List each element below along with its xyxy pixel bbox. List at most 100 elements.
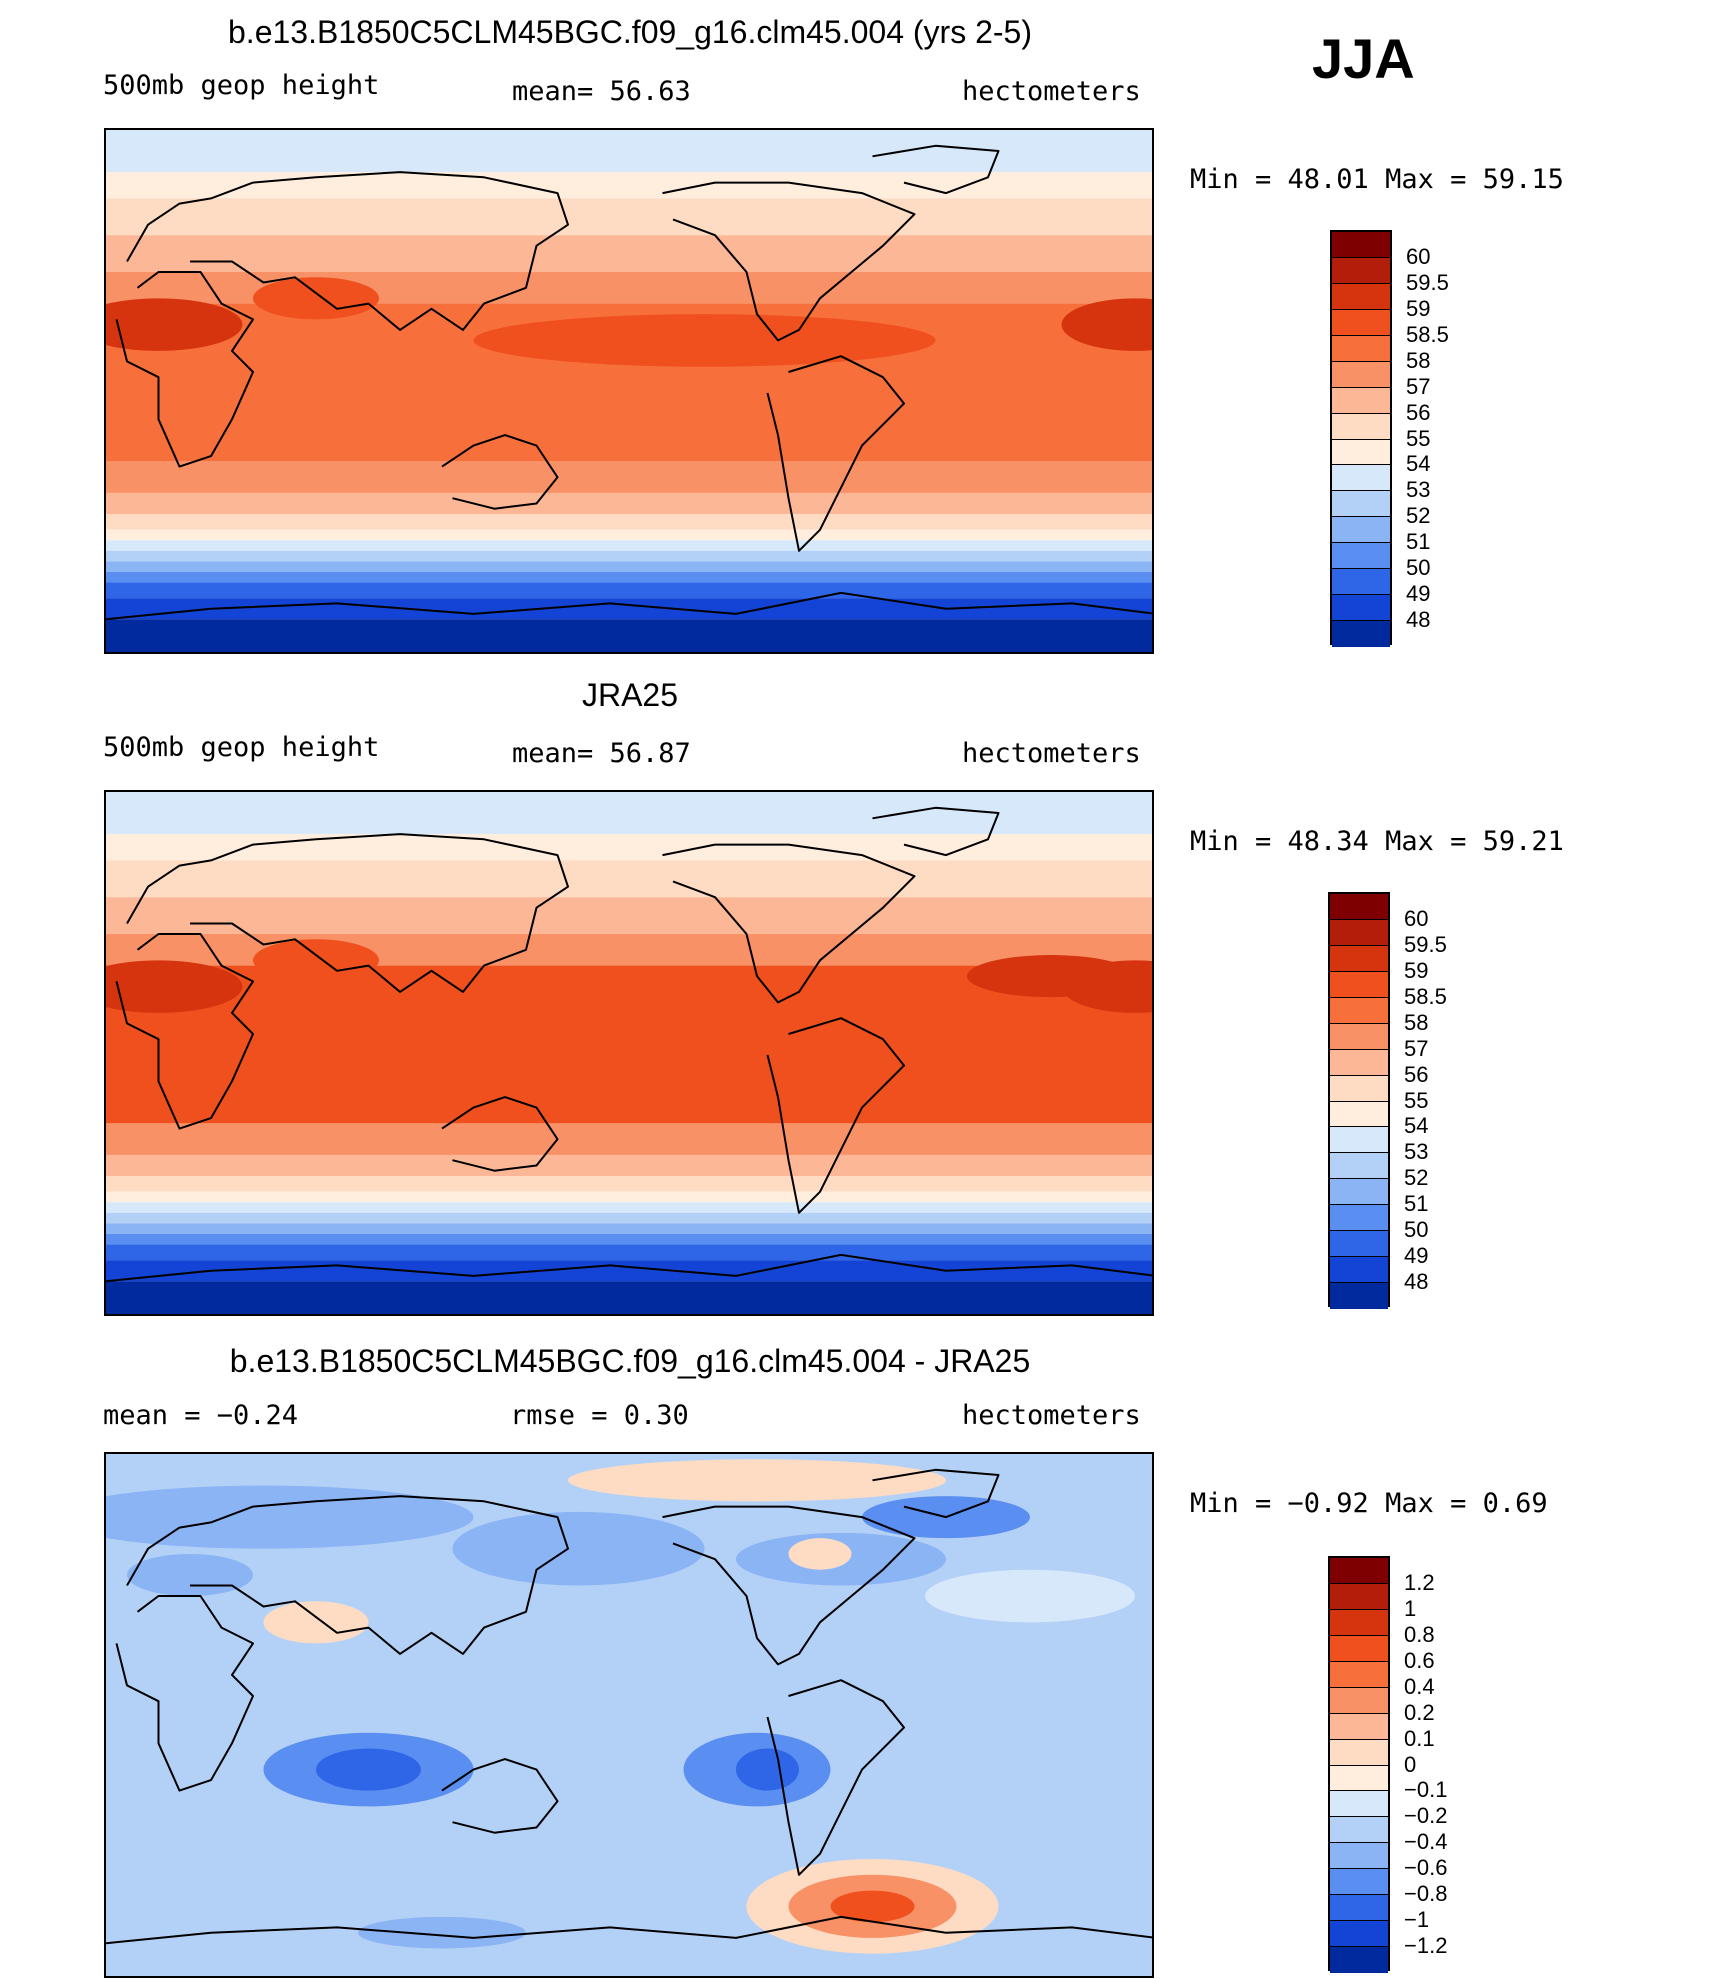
contour-band bbox=[106, 492, 1152, 514]
contour-band bbox=[106, 860, 1152, 898]
panel-obs-map bbox=[104, 790, 1154, 1316]
subtropical-high bbox=[106, 960, 243, 1013]
contour-band bbox=[106, 198, 1152, 236]
contour-patch bbox=[316, 1748, 421, 1791]
colorbar-swatch bbox=[1330, 1921, 1388, 1948]
subtropical-high bbox=[253, 939, 379, 982]
colorbar-level-label: 54 bbox=[1406, 451, 1431, 477]
colorbar-level-label: 58.5 bbox=[1406, 321, 1449, 347]
contour-band bbox=[106, 1154, 1152, 1176]
panel-obs-title: JRA25 bbox=[581, 677, 679, 713]
coastline bbox=[766, 1017, 905, 1214]
coastline bbox=[766, 355, 905, 552]
panel-diff-title: b.e13.B1850C5CLM45BGC.f09_g16.clm45.004 … bbox=[229, 1343, 1031, 1379]
colorbar-level-label: 50 bbox=[1404, 1217, 1429, 1243]
contour-band bbox=[106, 1191, 1152, 1203]
colorbar-swatch bbox=[1330, 1713, 1388, 1740]
colorbar-swatch bbox=[1330, 1661, 1388, 1688]
colorbar-level-label: 59.5 bbox=[1404, 931, 1447, 957]
colorbar-level-label: −0.1 bbox=[1404, 1777, 1448, 1803]
colorbar-swatch bbox=[1330, 1635, 1388, 1662]
coastline bbox=[872, 806, 1000, 857]
coastline bbox=[126, 833, 569, 993]
coastline bbox=[872, 144, 1000, 195]
coastline bbox=[766, 1679, 905, 1876]
contour-band bbox=[106, 792, 1152, 835]
contour-band bbox=[106, 897, 1152, 935]
panel-model-field bbox=[106, 130, 1152, 652]
colorbar-level-label: 58.5 bbox=[1404, 983, 1447, 1009]
colorbar-level-label: 60 bbox=[1404, 905, 1429, 931]
colorbar-swatch bbox=[1330, 1739, 1388, 1766]
colorbar-level-label: −0.4 bbox=[1404, 1829, 1448, 1855]
contour-band bbox=[106, 130, 1152, 173]
colorbar-level-label: 58 bbox=[1404, 1009, 1429, 1035]
panel-obs-colorbar bbox=[1328, 892, 1390, 1309]
contour-band bbox=[106, 1223, 1152, 1234]
colorbar-swatch bbox=[1332, 621, 1390, 647]
coastline bbox=[126, 171, 569, 331]
colorbar-swatch bbox=[1330, 945, 1388, 972]
contour-band bbox=[106, 582, 1152, 599]
coastline bbox=[662, 1505, 916, 1666]
colorbar-level-label: −1.2 bbox=[1404, 1933, 1448, 1959]
colorbar-level-label: 49 bbox=[1406, 581, 1431, 607]
contour-patch bbox=[358, 1916, 526, 1949]
contour-patch bbox=[788, 1538, 852, 1570]
colorbar-level-label: 54 bbox=[1404, 1113, 1429, 1139]
contour-band bbox=[106, 598, 1152, 620]
colorbar-swatch bbox=[1330, 1765, 1388, 1792]
panel-diff-units-label: hectometers bbox=[962, 1400, 1141, 1431]
coastline bbox=[115, 271, 254, 468]
contour-patch bbox=[263, 1601, 369, 1644]
panel-diff-mean-label: mean = −0.24 bbox=[103, 1400, 299, 1431]
panel-diff-map bbox=[104, 1452, 1154, 1978]
colorbar-level-label: 0.6 bbox=[1404, 1647, 1435, 1673]
colorbar-swatch bbox=[1330, 1101, 1388, 1128]
panel-diff-minmax: Min = −0.92 Max = 0.69 bbox=[1190, 1488, 1548, 1519]
coastline bbox=[115, 933, 254, 1130]
colorbar-level-label: 55 bbox=[1406, 425, 1431, 451]
contour-band bbox=[106, 1244, 1152, 1261]
coastline bbox=[106, 1915, 1152, 1945]
panel-model-minmax: Min = 48.01 Max = 59.15 bbox=[1190, 164, 1564, 195]
colorbar-level-label: 49 bbox=[1404, 1243, 1429, 1269]
panel-obs-minmax: Min = 48.34 Max = 59.21 bbox=[1190, 826, 1564, 857]
colorbar-level-label: 50 bbox=[1406, 555, 1431, 581]
colorbar-level-label: −0.8 bbox=[1404, 1881, 1448, 1907]
colorbar-level-label: 59 bbox=[1406, 295, 1431, 321]
colorbar-level-label: 59.5 bbox=[1406, 269, 1449, 295]
contour-band bbox=[106, 172, 1152, 199]
panel-obs-variable-label: 500mb geop height bbox=[103, 732, 380, 763]
contour-patch bbox=[736, 1748, 799, 1791]
colorbar-swatch bbox=[1332, 309, 1390, 336]
colorbar-level-label: 0.8 bbox=[1404, 1621, 1435, 1647]
contour-band bbox=[106, 1212, 1152, 1224]
coastline bbox=[441, 1096, 559, 1172]
colorbar-swatch bbox=[1332, 595, 1390, 622]
tropical-band bbox=[263, 1018, 894, 1113]
colorbar-swatch bbox=[1330, 1558, 1388, 1584]
colorbar-swatch bbox=[1330, 1049, 1388, 1076]
panel-model-variable-label: 500mb geop height bbox=[103, 70, 380, 101]
contour-band bbox=[106, 1233, 1152, 1245]
colorbar-level-label: 48 bbox=[1406, 607, 1431, 633]
colorbar-level-label: 53 bbox=[1404, 1139, 1429, 1165]
colorbar-level-label: 58 bbox=[1406, 347, 1431, 373]
colorbar-level-label: 0.2 bbox=[1404, 1699, 1435, 1725]
colorbar-swatch bbox=[1330, 1231, 1388, 1258]
contour-band bbox=[106, 540, 1152, 551]
colorbar-level-label: 60 bbox=[1406, 243, 1431, 269]
colorbar-level-label: 56 bbox=[1404, 1061, 1429, 1087]
contour-band bbox=[106, 513, 1152, 530]
panel-model-mean-label: mean= 56.63 bbox=[512, 76, 691, 107]
colorbar-swatch bbox=[1332, 439, 1390, 466]
contour-band bbox=[106, 834, 1152, 861]
panel-diff-colorbar bbox=[1328, 1556, 1390, 1973]
colorbar-level-label: 53 bbox=[1406, 477, 1431, 503]
colorbar-swatch bbox=[1332, 491, 1390, 518]
colorbar-swatch bbox=[1332, 543, 1390, 570]
colorbar-level-label: 0.4 bbox=[1404, 1673, 1435, 1699]
colorbar-swatch bbox=[1330, 997, 1388, 1024]
subtropical-high bbox=[1061, 298, 1152, 351]
